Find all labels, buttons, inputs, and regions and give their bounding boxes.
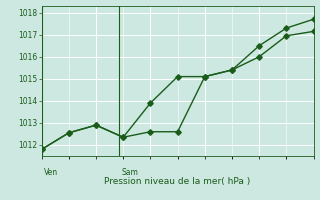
Text: Sam: Sam <box>122 168 139 177</box>
X-axis label: Pression niveau de la mer( hPa ): Pression niveau de la mer( hPa ) <box>104 177 251 186</box>
Text: Ven: Ven <box>44 168 59 177</box>
